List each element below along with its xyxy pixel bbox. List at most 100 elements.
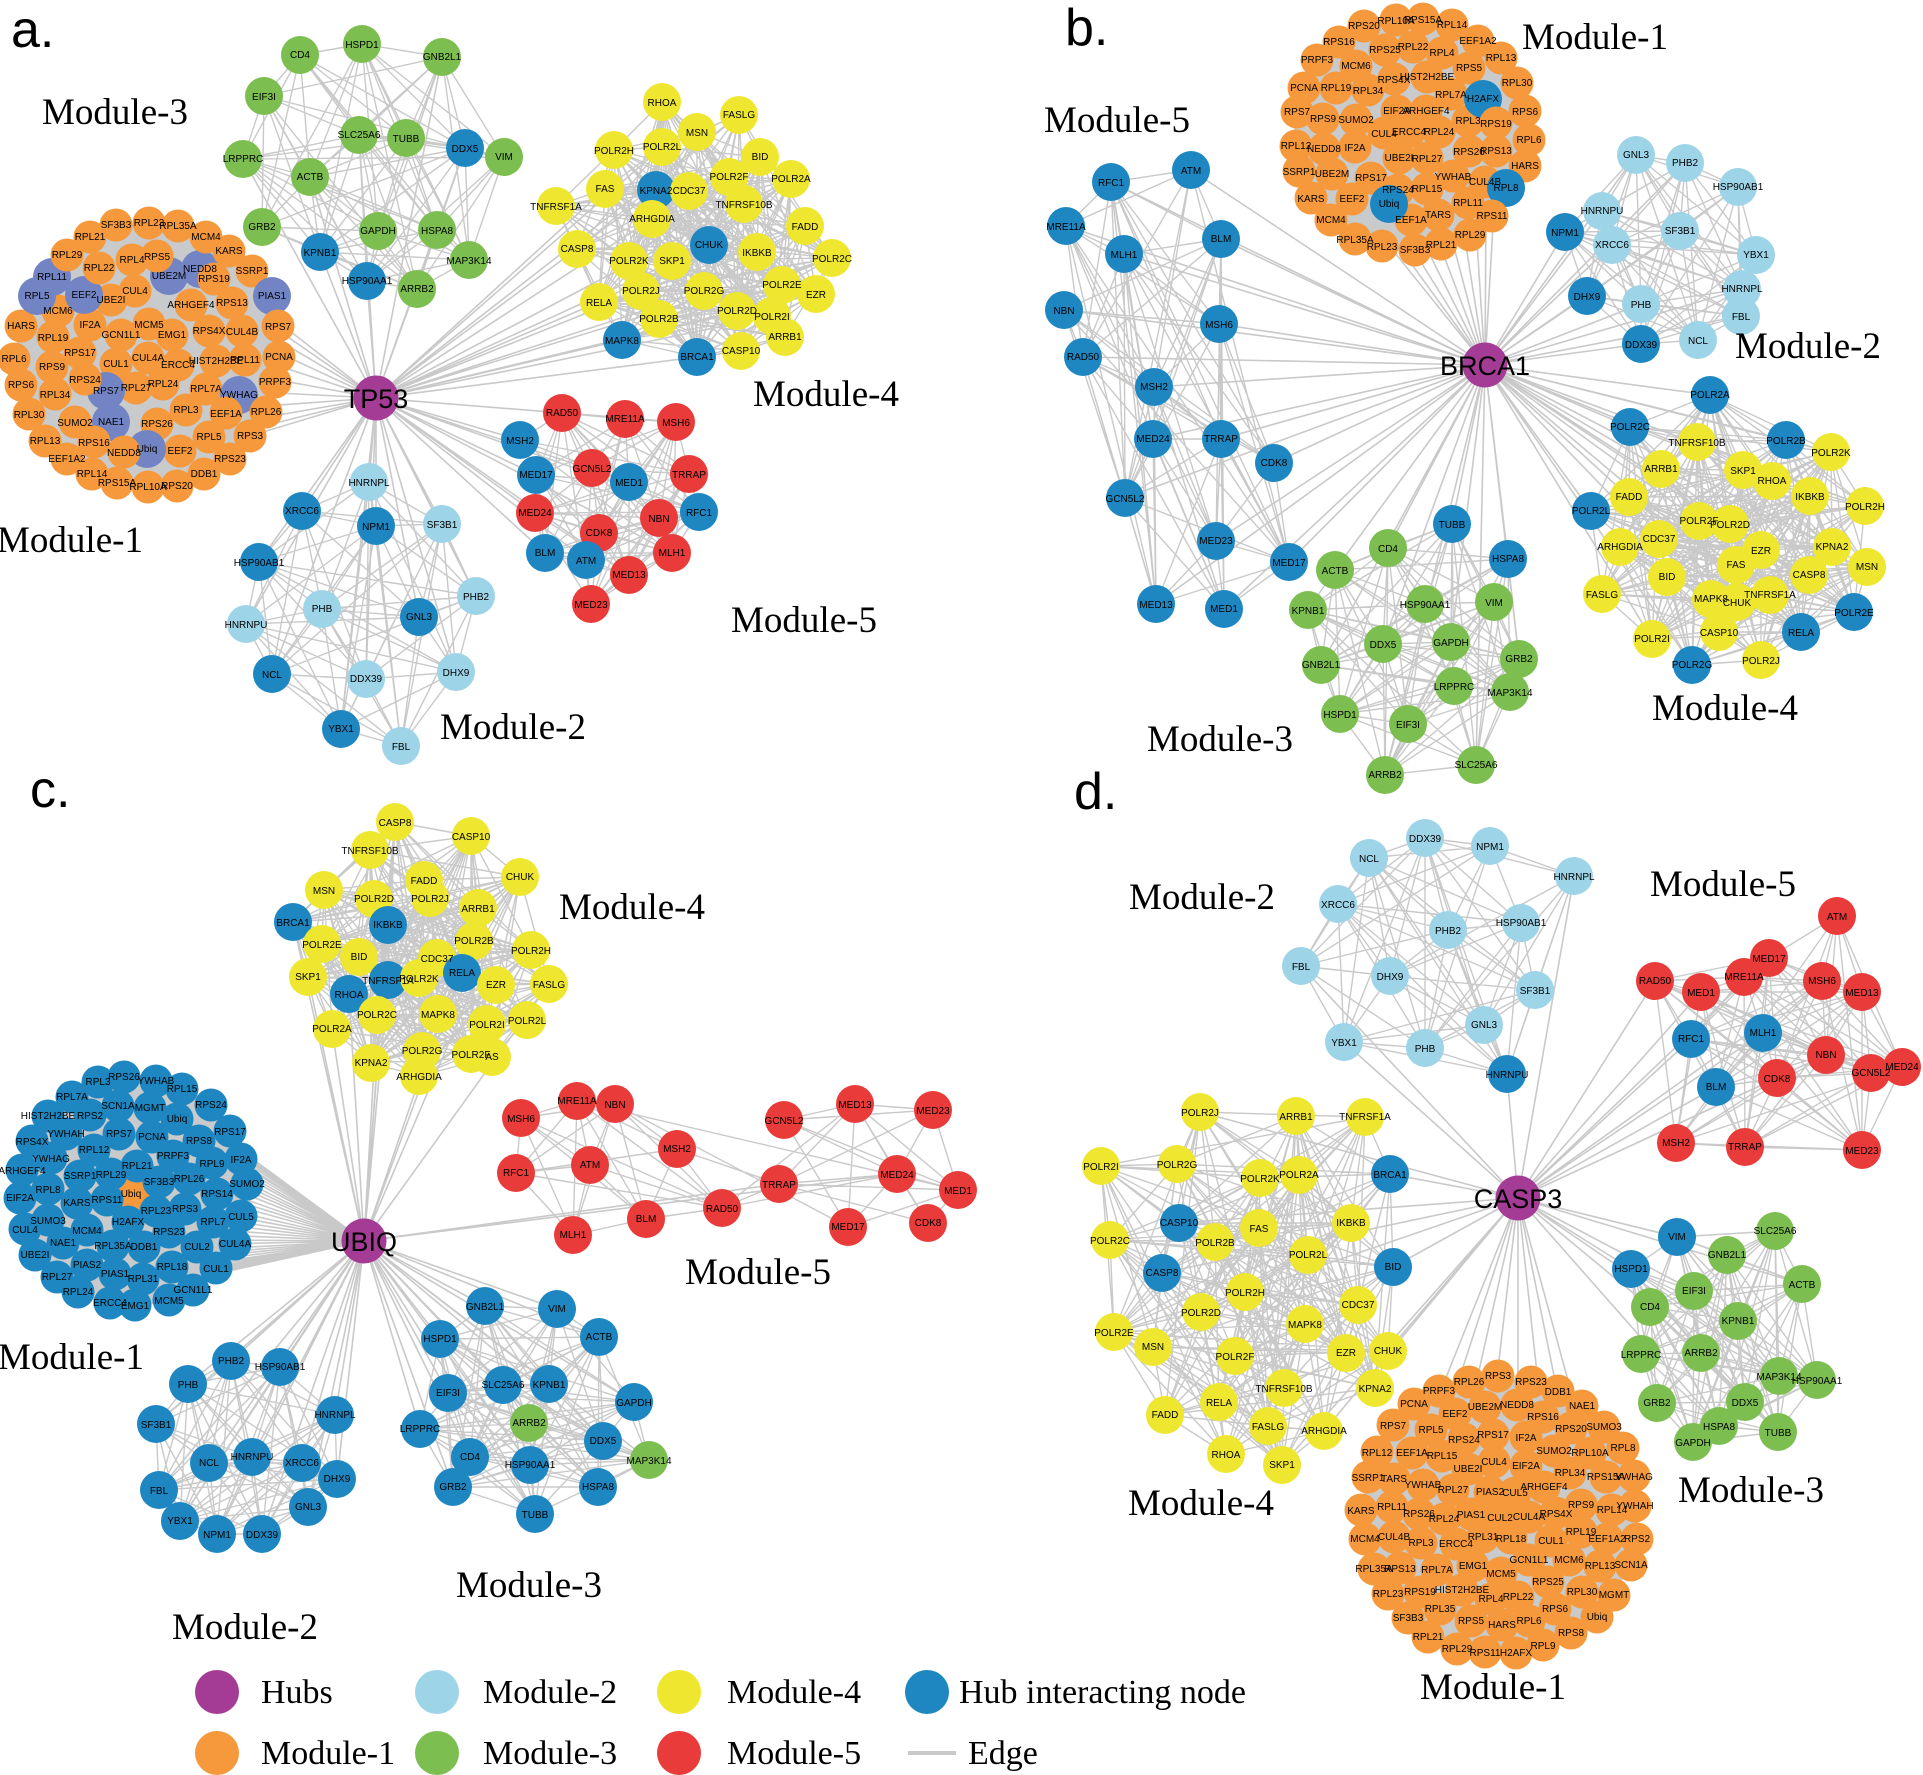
svg-text:KARS: KARS xyxy=(1297,194,1325,205)
svg-text:RELA: RELA xyxy=(1788,628,1814,639)
svg-text:SUMO3: SUMO3 xyxy=(1586,1422,1622,1433)
svg-text:DHX9: DHX9 xyxy=(1574,292,1601,303)
svg-text:ARRB1: ARRB1 xyxy=(461,904,495,915)
svg-text:RAD50: RAD50 xyxy=(1067,352,1100,363)
svg-text:RHOA: RHOA xyxy=(1758,476,1787,487)
svg-text:TNFRSF10B: TNFRSF10B xyxy=(1668,438,1726,449)
svg-text:RPS5: RPS5 xyxy=(1456,63,1483,74)
svg-text:CUL4: CUL4 xyxy=(12,1225,38,1236)
svg-text:POLR2I: POLR2I xyxy=(1083,1162,1119,1173)
svg-text:ARRB2: ARRB2 xyxy=(1684,1348,1718,1359)
svg-text:ARHGDIA: ARHGDIA xyxy=(1597,542,1643,553)
svg-text:HSPA8: HSPA8 xyxy=(582,1482,614,1493)
svg-text:UBE2M: UBE2M xyxy=(152,271,186,282)
svg-text:DDX5: DDX5 xyxy=(1370,640,1397,651)
svg-text:YWHAH: YWHAH xyxy=(47,1129,84,1140)
svg-text:CDC37: CDC37 xyxy=(673,186,706,197)
svg-text:Module-1: Module-1 xyxy=(1522,17,1668,58)
svg-text:RFC1: RFC1 xyxy=(686,508,713,519)
svg-text:POLR2C: POLR2C xyxy=(812,254,852,265)
svg-text:BRCA1: BRCA1 xyxy=(276,918,310,929)
svg-text:PRPF3: PRPF3 xyxy=(157,1151,190,1162)
svg-text:YWHAB: YWHAB xyxy=(1405,1480,1442,1491)
svg-text:RPL5: RPL5 xyxy=(196,432,221,443)
svg-text:POLR2A: POLR2A xyxy=(771,174,811,185)
svg-text:ARRB2: ARRB2 xyxy=(1368,770,1402,781)
svg-text:RPL7: RPL7 xyxy=(200,1217,225,1228)
svg-text:YWHAB: YWHAB xyxy=(1435,172,1472,183)
svg-text:HIST2H2BE: HIST2H2BE xyxy=(21,1111,76,1122)
svg-text:Module-5: Module-5 xyxy=(685,1252,831,1293)
svg-text:KPNB1: KPNB1 xyxy=(1292,606,1325,617)
svg-text:Module-4: Module-4 xyxy=(1652,688,1798,729)
svg-text:POLR2K: POLR2K xyxy=(399,974,439,985)
svg-text:SLC25A6: SLC25A6 xyxy=(338,130,381,141)
svg-text:RPL22: RPL22 xyxy=(84,263,115,274)
svg-text:CASP8: CASP8 xyxy=(1146,1268,1179,1279)
svg-text:FADD: FADD xyxy=(1152,1410,1179,1421)
svg-text:NPM1: NPM1 xyxy=(1551,228,1579,239)
svg-text:RPL21: RPL21 xyxy=(1413,1632,1444,1643)
svg-text:GRB2: GRB2 xyxy=(1643,1398,1671,1409)
svg-text:ARHGEF4: ARHGEF4 xyxy=(167,300,215,311)
svg-text:POLR2K: POLR2K xyxy=(1240,1174,1280,1185)
svg-text:CASP8: CASP8 xyxy=(1793,570,1826,581)
svg-text:DHX9: DHX9 xyxy=(443,668,470,679)
svg-text:SLC25A6: SLC25A6 xyxy=(1455,760,1498,771)
svg-text:Module-4: Module-4 xyxy=(559,887,705,928)
svg-text:MRE11A: MRE11A xyxy=(1724,972,1764,983)
svg-text:RPL14: RPL14 xyxy=(77,469,108,480)
svg-text:MCM5: MCM5 xyxy=(134,320,164,331)
svg-text:ERCC4: ERCC4 xyxy=(1392,127,1426,138)
svg-text:IF2A: IF2A xyxy=(1344,143,1365,154)
svg-text:POLR2I: POLR2I xyxy=(754,312,790,323)
svg-text:CUL4B: CUL4B xyxy=(1378,1532,1411,1543)
svg-text:POLR2A: POLR2A xyxy=(312,1024,352,1035)
svg-text:RPL14: RPL14 xyxy=(1437,20,1468,31)
svg-text:d.: d. xyxy=(1074,763,1117,821)
svg-text:LRPPRC: LRPPRC xyxy=(223,154,264,165)
svg-text:RPL13: RPL13 xyxy=(30,436,61,447)
svg-text:Module-2: Module-2 xyxy=(172,1607,318,1648)
svg-text:ARHGDIA: ARHGDIA xyxy=(396,1072,442,1083)
svg-text:RPL8: RPL8 xyxy=(1610,1443,1635,1454)
svg-text:TUBB: TUBB xyxy=(393,134,420,145)
svg-text:CD4: CD4 xyxy=(1378,544,1398,555)
svg-text:RPS23: RPS23 xyxy=(214,454,246,465)
svg-text:EIF2A: EIF2A xyxy=(1512,1461,1540,1472)
svg-text:RPS5: RPS5 xyxy=(1458,1616,1485,1627)
svg-text:FBL: FBL xyxy=(1292,962,1311,973)
svg-text:c.: c. xyxy=(30,761,70,819)
svg-text:YBX1: YBX1 xyxy=(1331,1038,1357,1049)
svg-text:GCN1L1: GCN1L1 xyxy=(1510,1555,1549,1566)
svg-text:RPL10A: RPL10A xyxy=(129,482,167,493)
svg-text:Module-3: Module-3 xyxy=(1147,719,1293,760)
svg-text:RPL7A: RPL7A xyxy=(1421,1565,1453,1576)
svg-text:CDC37: CDC37 xyxy=(421,954,454,965)
svg-text:Module-2: Module-2 xyxy=(1735,326,1881,367)
svg-text:TUBB: TUBB xyxy=(1765,1428,1792,1439)
svg-text:ARHGDIA: ARHGDIA xyxy=(1301,1426,1347,1437)
svg-text:DDB1: DDB1 xyxy=(191,469,218,480)
svg-text:HNRNPL: HNRNPL xyxy=(1553,872,1595,883)
svg-text:GCN5L2: GCN5L2 xyxy=(1852,1068,1891,1079)
svg-text:BID: BID xyxy=(752,152,769,163)
svg-text:RPS11: RPS11 xyxy=(1477,211,1508,222)
svg-text:NEDD8: NEDD8 xyxy=(183,264,217,275)
svg-text:UBE2I: UBE2I xyxy=(21,1250,50,1261)
svg-text:POLR2I: POLR2I xyxy=(469,1020,505,1031)
svg-text:CDK8: CDK8 xyxy=(586,528,613,539)
svg-text:XRCC6: XRCC6 xyxy=(1595,240,1629,251)
svg-text:RPS13: RPS13 xyxy=(1384,1564,1416,1575)
svg-text:RPL34: RPL34 xyxy=(1555,1468,1586,1479)
svg-text:POLR2D: POLR2D xyxy=(1710,520,1750,531)
svg-text:ACTB: ACTB xyxy=(586,1332,613,1343)
svg-text:TUBB: TUBB xyxy=(1439,520,1466,531)
svg-text:SSRP1: SSRP1 xyxy=(64,1171,97,1182)
svg-text:HSP90AA1: HSP90AA1 xyxy=(342,276,393,287)
svg-text:PHB2: PHB2 xyxy=(1435,926,1462,937)
svg-text:POLR2J: POLR2J xyxy=(1742,656,1780,667)
svg-text:NBN: NBN xyxy=(1053,306,1074,317)
svg-text:CASP8: CASP8 xyxy=(561,244,594,255)
svg-text:NBN: NBN xyxy=(1815,1050,1836,1061)
